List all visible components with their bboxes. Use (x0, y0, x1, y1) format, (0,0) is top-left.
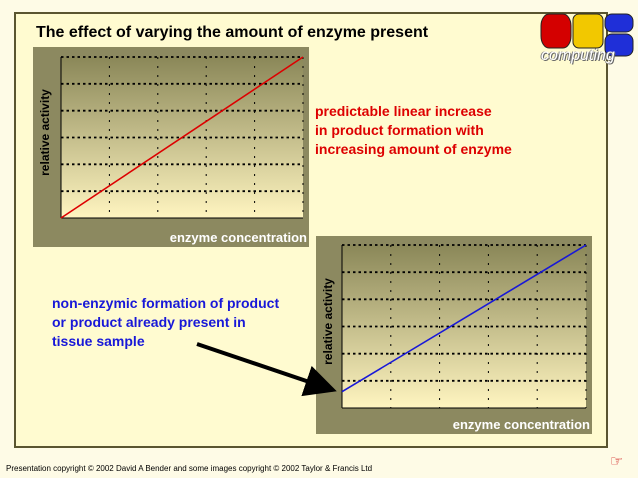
logo-letter-b (604, 13, 634, 57)
logo-letter-a (572, 13, 604, 49)
annotation-nonenzymic-line-2: or product already present in (52, 314, 246, 330)
x-axis-label: enzyme concentration (170, 230, 307, 245)
annotation-linear-line-3: increasing amount of enzyme (315, 141, 512, 157)
logo-text: computing (541, 47, 615, 64)
chart-svg-1: enzyme concentration relative activity (33, 47, 309, 247)
annotation-linear-line-2: in product formation with (315, 122, 484, 138)
annotation-nonenzymic-line-3: tissue sample (52, 333, 145, 349)
series-line-1 (341, 244, 587, 393)
y-axis-label: relative activity (321, 278, 335, 365)
annotation-linear-line-1: predictable linear increase (315, 103, 492, 119)
annotation-linear-increase: predictable linear increase in product f… (315, 102, 555, 159)
annotation-nonenzymic: non-enzymic formation of product or prod… (52, 294, 312, 351)
copyright-footer: Presentation copyright © 2002 David A Be… (6, 464, 373, 473)
annotation-nonenzymic-line-1: non-enzymic formation of product (52, 295, 280, 311)
chart-enzyme-linear: enzyme concentration relative activity (33, 47, 309, 247)
chart-enzyme-nonenzymic: enzyme concentration relative activity (316, 236, 592, 434)
x-axis-label: enzyme concentration (453, 417, 590, 432)
y-axis-label: relative activity (38, 89, 52, 176)
series-line-1 (60, 56, 304, 219)
pointer-arrow (196, 342, 337, 397)
chart-svg-2: enzyme concentration relative activity (316, 236, 592, 434)
logo-letter-d (540, 13, 572, 49)
computing-logo (538, 10, 638, 72)
pointing-hand-icon[interactable]: ☞ (610, 453, 624, 470)
slide-title: The effect of varying the amount of enzy… (36, 24, 429, 41)
